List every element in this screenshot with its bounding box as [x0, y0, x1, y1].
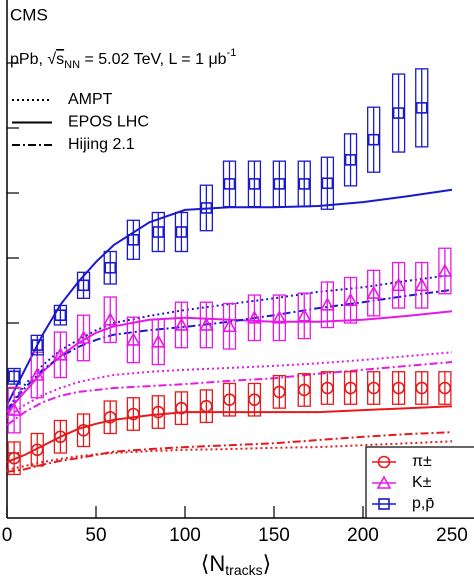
legend-marker	[378, 498, 390, 510]
marker	[415, 381, 429, 395]
marker	[150, 334, 166, 348]
marker	[152, 226, 165, 238]
marker	[344, 154, 357, 166]
marker	[321, 177, 334, 190]
marker	[199, 317, 214, 331]
legend-label: EPOS LHC	[68, 114, 149, 131]
marker	[391, 277, 406, 292]
x-tick-label: 250	[436, 525, 468, 546]
x-tick-label: 0	[2, 525, 13, 546]
marker	[321, 381, 334, 395]
marker	[103, 410, 117, 424]
marker	[414, 277, 430, 292]
marker	[343, 292, 358, 307]
marker	[53, 347, 68, 361]
x-tick-label: 150	[258, 525, 290, 546]
legend-label: p,p̄	[412, 495, 434, 512]
marker	[31, 339, 44, 351]
marker	[8, 370, 20, 383]
legend-label: π±	[412, 453, 432, 470]
model-curve	[6, 288, 453, 411]
marker	[320, 297, 335, 311]
subtitle: pPb, √sNN = 5.02 TeV, L = 1 μb-1	[10, 47, 236, 71]
marker	[222, 318, 237, 333]
model-curve	[6, 405, 453, 464]
model-curve	[6, 351, 453, 419]
x-tick-label: 100	[169, 525, 201, 546]
marker	[415, 102, 428, 114]
marker	[126, 332, 141, 346]
model-curve	[6, 431, 453, 473]
marker	[223, 178, 236, 190]
marker	[29, 367, 45, 381]
marker	[223, 393, 236, 407]
marker	[367, 133, 380, 146]
legend-marker	[377, 455, 391, 469]
marker	[200, 399, 213, 413]
marker	[152, 405, 165, 419]
legend-marker	[376, 475, 392, 489]
marker	[54, 430, 67, 444]
marker	[7, 451, 21, 465]
marker	[6, 402, 22, 416]
marker	[437, 263, 453, 277]
model-curve	[6, 188, 453, 406]
marker	[366, 285, 382, 299]
marker	[298, 178, 311, 190]
marker	[273, 178, 286, 190]
chart-title: CMS	[10, 5, 48, 24]
marker	[438, 381, 452, 395]
marker	[271, 310, 287, 324]
marker	[30, 443, 44, 457]
marker	[367, 381, 380, 395]
marker	[344, 381, 357, 395]
legend-label: Hijing 2.1	[68, 136, 135, 153]
marker	[127, 407, 140, 421]
model-curve	[6, 361, 453, 426]
legend-label: K±	[412, 474, 432, 491]
marker	[175, 226, 188, 238]
x-tick-label: 50	[85, 525, 106, 546]
marker	[77, 279, 90, 292]
marker	[102, 312, 118, 326]
marker	[104, 261, 117, 274]
marker	[174, 317, 189, 331]
marker	[76, 330, 91, 344]
marker	[248, 178, 261, 190]
marker	[175, 401, 188, 415]
marker	[296, 308, 312, 322]
x-tick-label: 200	[347, 525, 379, 546]
marker	[54, 309, 67, 322]
marker	[248, 393, 261, 407]
model-curve	[6, 273, 453, 411]
marker	[392, 381, 405, 395]
x-axis-title: ⟨Ntracks⟩	[201, 551, 271, 578]
marker	[127, 234, 140, 246]
marker	[273, 385, 286, 399]
marker	[247, 310, 262, 324]
marker	[200, 202, 213, 214]
marker	[297, 383, 311, 397]
legend-label: AMPT	[68, 91, 113, 108]
marker	[77, 423, 90, 437]
marker	[392, 107, 405, 119]
